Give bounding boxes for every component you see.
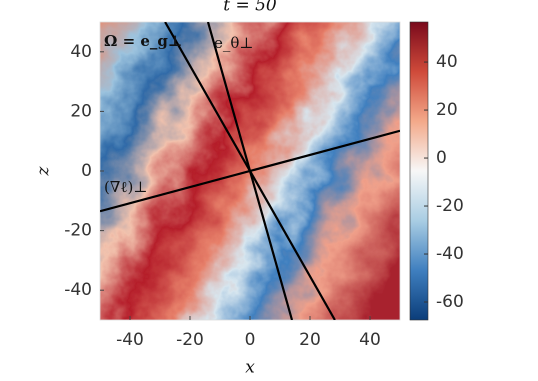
colorbar-tick-label: 20 (436, 100, 458, 120)
direction-line (100, 129, 400, 213)
line-label: (∇ℓ)⊥ (104, 178, 147, 196)
chart-title: t = 50 (223, 0, 277, 16)
lines (100, 22, 400, 320)
x-tick-label: 40 (359, 330, 381, 350)
x-tick-label: 20 (299, 330, 321, 350)
colorbar (409, 21, 429, 321)
y-axis-label: z (34, 165, 54, 176)
x-tick-label: 0 (245, 330, 256, 350)
colorbar-tick-label: -20 (436, 196, 464, 216)
x-axis-label: x (245, 358, 255, 378)
y-tick-label: -40 (64, 280, 92, 300)
colorbar-tick-label: 0 (436, 148, 447, 168)
colorbar-tick-label: 40 (436, 52, 458, 72)
y-tick-label: 20 (70, 101, 92, 121)
colorbar-tick-label: -60 (436, 292, 464, 312)
line-label: Ω = e_g⊥ (104, 32, 182, 50)
x-tick-label: -20 (176, 330, 204, 350)
y-tick-label: 40 (70, 42, 92, 62)
x-tick-label: -40 (116, 330, 144, 350)
colorbar-tick-label: -40 (436, 244, 464, 264)
y-tick-label: -20 (64, 221, 92, 241)
y-tick-label: 0 (81, 161, 92, 181)
line-label: e_θ⊥ (214, 34, 254, 52)
